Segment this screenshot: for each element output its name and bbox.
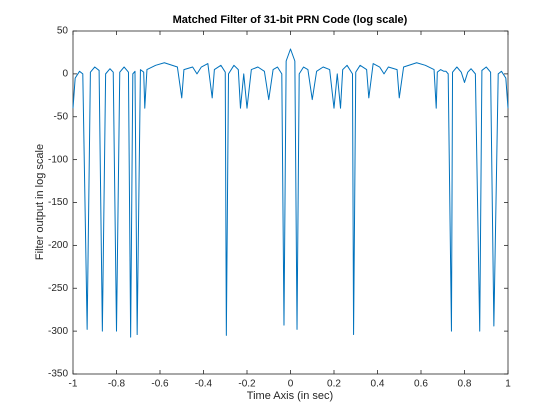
y-tick-label: 0 bbox=[62, 69, 68, 80]
x-tick-label: -0.6 bbox=[151, 379, 169, 390]
x-tick-label: 0.2 bbox=[327, 379, 341, 390]
x-tick-label: 0.4 bbox=[371, 379, 385, 390]
y-tick-label: -200 bbox=[48, 240, 68, 251]
y-tick-label: -100 bbox=[48, 154, 68, 165]
x-tick-label: 0 bbox=[288, 379, 294, 390]
y-tick-label: -350 bbox=[48, 369, 68, 380]
y-tick-label: -150 bbox=[48, 197, 68, 208]
data-line bbox=[72, 48, 509, 338]
x-tick-label: 0.8 bbox=[458, 379, 472, 390]
x-tick-label: -0.8 bbox=[108, 379, 126, 390]
x-tick-label: -1 bbox=[69, 379, 78, 390]
y-axis-label: Filter output in log scale bbox=[34, 144, 46, 260]
x-tick-label: -0.4 bbox=[195, 379, 213, 390]
x-tick-label: 0.6 bbox=[414, 379, 428, 390]
x-tick-label: 1 bbox=[505, 379, 511, 390]
chart-title: Matched Filter of 31-bit PRN Code (log s… bbox=[173, 14, 408, 26]
y-tick-label: -50 bbox=[54, 111, 69, 122]
y-tick-label: -300 bbox=[48, 326, 68, 337]
y-tick-label: -250 bbox=[48, 283, 68, 294]
y-tick-label: 50 bbox=[57, 26, 69, 37]
x-tick-label: -0.2 bbox=[238, 379, 256, 390]
plot-area bbox=[72, 30, 509, 375]
x-axis-label: Time Axis (in sec) bbox=[247, 390, 333, 402]
